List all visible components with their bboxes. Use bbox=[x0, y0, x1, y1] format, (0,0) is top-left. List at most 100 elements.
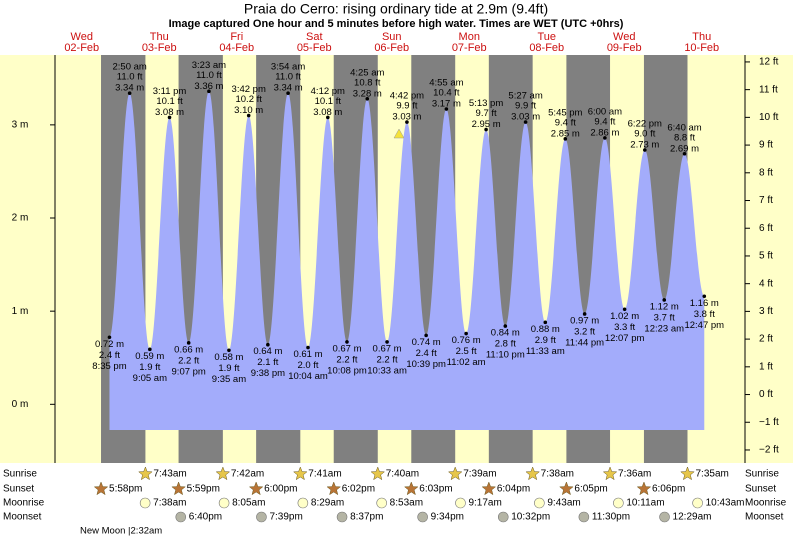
tide-label: 6:00 am bbox=[588, 106, 622, 117]
tide-point bbox=[682, 151, 687, 156]
day-weekday: Thu bbox=[692, 31, 711, 43]
almanac-label: Moonrise bbox=[3, 498, 45, 509]
almanac-time: 7:38am bbox=[541, 469, 574, 480]
moonset-icon bbox=[417, 511, 428, 523]
y2-tick-label: 9 ft bbox=[759, 140, 773, 151]
sunrise-icon bbox=[292, 466, 308, 481]
tide-point bbox=[543, 320, 548, 325]
tide-label: 5:13 pm bbox=[469, 98, 503, 109]
tide-point bbox=[345, 340, 349, 344]
moonrise-icon bbox=[376, 497, 387, 509]
tide-point bbox=[622, 307, 627, 312]
tide-point bbox=[424, 333, 428, 338]
sunset-icon bbox=[326, 481, 342, 496]
now-marker bbox=[393, 128, 405, 139]
tide-point bbox=[186, 341, 191, 345]
moonset-icon bbox=[497, 511, 509, 523]
tide-label: 3.17 m bbox=[432, 99, 461, 110]
day-weekday: Thu bbox=[150, 31, 169, 43]
y2-tick-label: 0 ft bbox=[759, 389, 773, 400]
y2-tick-label: 5 ft bbox=[759, 251, 773, 262]
tide-label: 3.2 ft bbox=[574, 326, 595, 337]
tide-point bbox=[563, 137, 568, 141]
sunset-icon bbox=[636, 481, 652, 496]
tide-label: 0.66 m bbox=[174, 344, 203, 355]
sunrise-icon bbox=[680, 466, 695, 481]
tide-label: 9.4 ft bbox=[594, 116, 615, 127]
moonset-icon bbox=[175, 511, 187, 523]
tide-label: 9:05 am bbox=[133, 373, 167, 384]
tide-label: 3.28 m bbox=[353, 88, 382, 99]
y-tick-label: 0 m bbox=[12, 399, 29, 410]
tide-label: 4:55 am bbox=[429, 78, 463, 89]
almanac-time: 10:32pm bbox=[511, 512, 550, 523]
tide-label: 2.8 ft bbox=[495, 339, 516, 350]
tide-label: 0.74 m bbox=[412, 337, 441, 348]
tide-label: 9.7 ft bbox=[476, 108, 497, 119]
tide-label: 3:11 pm bbox=[153, 86, 187, 97]
tide-label: 3.8 ft bbox=[694, 309, 715, 320]
almanac-time: 7:39am bbox=[463, 469, 496, 480]
tide-label: 2.2 ft bbox=[178, 355, 199, 366]
chart-subtitle: Image captured One hour and 5 minutes be… bbox=[169, 18, 624, 30]
tide-label: 6:40 am bbox=[667, 122, 701, 133]
tide-point bbox=[484, 127, 488, 132]
almanac-time: 10:43am bbox=[706, 498, 745, 509]
tide-label: 1.12 m bbox=[650, 302, 679, 313]
tide-label: 0.59 m bbox=[135, 351, 164, 362]
tide-point bbox=[246, 113, 251, 118]
tide-label: 9:38 pm bbox=[251, 368, 285, 379]
day-date: 08-Feb bbox=[529, 42, 564, 54]
tide-label: 2.85 m bbox=[551, 128, 580, 139]
moonrise-icon bbox=[692, 497, 703, 509]
tide-label: 2.86 m bbox=[590, 127, 619, 138]
y2-tick-label: 10 ft bbox=[759, 112, 779, 123]
moonrise-icon bbox=[218, 497, 230, 509]
almanac-time: 12:29am bbox=[673, 512, 712, 523]
tide-label: 9:07 pm bbox=[172, 366, 206, 377]
tide-label: 9:35 am bbox=[212, 374, 246, 385]
tide-label: 3.10 m bbox=[234, 105, 263, 116]
day-date: 02-Feb bbox=[64, 42, 99, 54]
almanac-time: 9:43am bbox=[547, 498, 580, 509]
moonset-icon bbox=[578, 511, 590, 523]
day-date: 06-Feb bbox=[374, 42, 409, 54]
sunrise-icon bbox=[602, 466, 618, 481]
sunrise-icon bbox=[215, 466, 231, 481]
tide-label: 10.2 ft bbox=[235, 94, 262, 105]
tide-point bbox=[266, 342, 270, 347]
tide-point bbox=[523, 120, 528, 124]
tide-label: 9.9 ft bbox=[515, 101, 536, 112]
almanac-time: 8:29am bbox=[311, 498, 344, 509]
sunrise-icon bbox=[138, 466, 153, 481]
day-weekday: Tue bbox=[537, 31, 556, 43]
tide-label: 3.34 m bbox=[274, 83, 303, 94]
tide-label: 0.72 m bbox=[95, 339, 124, 350]
tide-label: 3.3 ft bbox=[614, 322, 635, 333]
sunset-icon bbox=[403, 481, 419, 496]
almanac-label: Moonrise bbox=[745, 498, 787, 509]
tide-label: 0.88 m bbox=[531, 324, 560, 335]
tide-label: 2.2 ft bbox=[377, 354, 398, 365]
sunset-icon bbox=[481, 481, 497, 496]
tide-point bbox=[385, 340, 389, 344]
almanac-time: 7:40am bbox=[386, 469, 419, 480]
y2-tick-label: 12 ft bbox=[759, 57, 779, 68]
almanac-time: 6:02pm bbox=[342, 484, 375, 495]
tide-label: 12:07 pm bbox=[605, 333, 645, 344]
tide-label: 3.03 m bbox=[392, 112, 421, 123]
y2-tick-label: 2 ft bbox=[759, 334, 773, 345]
tide-label: 0.97 m bbox=[570, 315, 599, 326]
almanac-time: 6:06pm bbox=[652, 484, 685, 495]
y-tick-label: 2 m bbox=[12, 213, 29, 224]
almanac-time: 7:39pm bbox=[269, 512, 302, 523]
tide-label: 3:54 am bbox=[271, 62, 305, 73]
tide-label: 0.84 m bbox=[491, 328, 520, 339]
sunset-icon bbox=[171, 481, 186, 496]
almanac-time: 11:30pm bbox=[592, 512, 630, 523]
tide-label: 1.9 ft bbox=[218, 363, 239, 374]
tide-point bbox=[503, 324, 508, 328]
almanac-time: 7:42am bbox=[231, 469, 264, 480]
tide-label: 2.0 ft bbox=[297, 360, 318, 371]
tide-label: 10.4 ft bbox=[433, 88, 460, 99]
